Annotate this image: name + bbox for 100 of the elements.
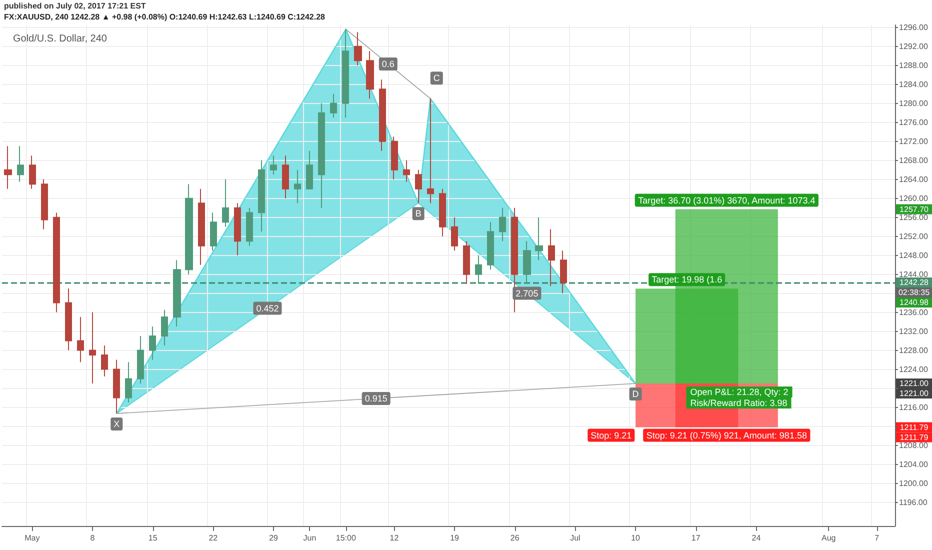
y-tick-label: 1284.00 xyxy=(899,80,928,89)
candlestick xyxy=(29,155,36,190)
candlestick xyxy=(173,260,181,328)
candlestick xyxy=(89,312,96,384)
text: 1221.00 xyxy=(900,379,930,388)
x-tick-label: 17 xyxy=(691,534,701,542)
annotation: 0.452 xyxy=(256,303,279,314)
candlestick xyxy=(318,102,325,208)
y-tick-label: 1260.00 xyxy=(899,194,928,203)
candlestick xyxy=(415,169,422,204)
annotation: Risk/Reward Ratio: 3.98 xyxy=(690,398,788,408)
x-tick-label: 12 xyxy=(390,534,400,542)
candlestick xyxy=(439,188,446,237)
candlestick xyxy=(548,228,555,287)
candlestick xyxy=(198,188,205,266)
x-tick-label: 8 xyxy=(90,534,96,542)
candlestick xyxy=(306,150,313,190)
candlestick xyxy=(523,240,531,284)
candlestick xyxy=(161,309,168,346)
y-tick-label: 1276.00 xyxy=(899,118,928,127)
y-tick-label: 1248.00 xyxy=(899,250,928,260)
x-tick-label: 15:00 xyxy=(336,534,356,542)
y-tick-label: 1292.00 xyxy=(899,42,928,51)
annotation: Open P&L: 21.28, Qty: 2 xyxy=(690,387,788,398)
candlestick xyxy=(65,288,72,351)
x-tick-label: Jul xyxy=(570,534,581,542)
y-tick-label: 1268.00 xyxy=(899,156,928,165)
x-tick-label: 15 xyxy=(148,534,158,542)
x-tick-label: 7 xyxy=(874,534,880,542)
text: published on July 02, 2017 17:21 EST xyxy=(4,2,146,10)
candlestick xyxy=(113,359,120,414)
text: 1211.79 xyxy=(900,432,929,442)
candlestick xyxy=(125,362,132,404)
x-tick-label: 19 xyxy=(450,534,460,542)
candlestick xyxy=(53,212,60,313)
data-label: C xyxy=(433,73,440,84)
candlestick xyxy=(499,207,506,242)
chart-subtitle: FX:XAUUSD, 240 1242.28 ▲ +0.98 (+0.08%) O:1240.69 H:1242.63 L:1240.69 C:1242.28 xyxy=(4,12,326,22)
annotation: 0.6 xyxy=(382,58,394,69)
x-tick-label: Jun xyxy=(303,534,316,542)
candlestick xyxy=(234,202,241,256)
y-tick-label: 1264.00 xyxy=(899,174,928,184)
candlestick xyxy=(4,146,12,190)
x-tick-label: May xyxy=(24,534,40,542)
candlestick xyxy=(258,160,265,232)
candlestick xyxy=(379,79,386,152)
x-tick-label: 29 xyxy=(269,534,279,542)
candlestick xyxy=(270,155,277,176)
candlestick xyxy=(222,178,229,228)
text: 1242.28 xyxy=(900,278,930,287)
band-label: Target: 36.70 (3.01%) 3670, Amount: 1073.4 xyxy=(638,195,816,206)
text: 1221.00 xyxy=(900,389,930,398)
y-tick-label: 1252.00 xyxy=(899,232,928,241)
candlestick xyxy=(427,98,434,204)
y-tick-label: 1280.00 xyxy=(899,98,928,108)
candlestick xyxy=(77,316,84,363)
y-tick-label: 1288.00 xyxy=(899,60,928,70)
candlestick xyxy=(41,178,48,230)
candlestick xyxy=(294,169,301,204)
x-tick-label: 22 xyxy=(208,534,218,542)
data-label: B xyxy=(415,208,422,219)
candlestick xyxy=(282,155,289,199)
candlestick xyxy=(475,254,482,284)
candlestick xyxy=(210,212,217,252)
y-tick-label: 1216.00 xyxy=(899,402,928,412)
data-label: X xyxy=(114,418,120,429)
candlestick xyxy=(149,326,156,360)
annotation: 0.915 xyxy=(364,393,388,404)
y-tick-label: 1228.00 xyxy=(899,346,928,355)
y-tick-label: 1200.00 xyxy=(899,478,928,488)
y-tick-label: 1204.00 xyxy=(899,460,928,469)
text: 1257.70 xyxy=(900,204,930,214)
candlestick xyxy=(391,136,398,180)
candlestick xyxy=(342,28,349,118)
y-tick-label: 1224.00 xyxy=(899,364,928,374)
candlestick xyxy=(487,222,494,270)
x-tick-label: 26 xyxy=(510,534,520,542)
y-tick-label: 1256.00 xyxy=(899,212,928,222)
band-label: Stop: 9.21 (0.75%) 921, Amount: 981.58 xyxy=(646,430,807,440)
data-label: D xyxy=(632,389,640,400)
candlestick xyxy=(535,216,543,261)
text: Gold/U.S. Dollar, 240 xyxy=(13,34,108,44)
y-tick-label: 1244.00 xyxy=(899,270,928,279)
text: 02:38:35 xyxy=(898,288,930,297)
band-label: Target: 19.98 (1.6 xyxy=(652,274,722,285)
text: 1211.79 xyxy=(900,422,929,432)
text: 1240.98 xyxy=(900,298,930,307)
candlestick xyxy=(451,216,458,252)
candlestick xyxy=(246,207,253,246)
candlestick xyxy=(463,240,470,284)
candlestick xyxy=(366,50,374,100)
x-tick-label: 10 xyxy=(631,534,641,542)
candlestick xyxy=(137,336,144,384)
x-tick-label: 24 xyxy=(752,534,762,542)
candlestick xyxy=(185,184,193,275)
band-label: Stop: 9.21 xyxy=(590,430,632,440)
y-tick-label: 1232.00 xyxy=(899,326,928,336)
y-tick-label: 1296.00 xyxy=(899,22,928,32)
y-tick-label: 1272.00 xyxy=(899,136,928,146)
candlestick xyxy=(511,207,518,313)
